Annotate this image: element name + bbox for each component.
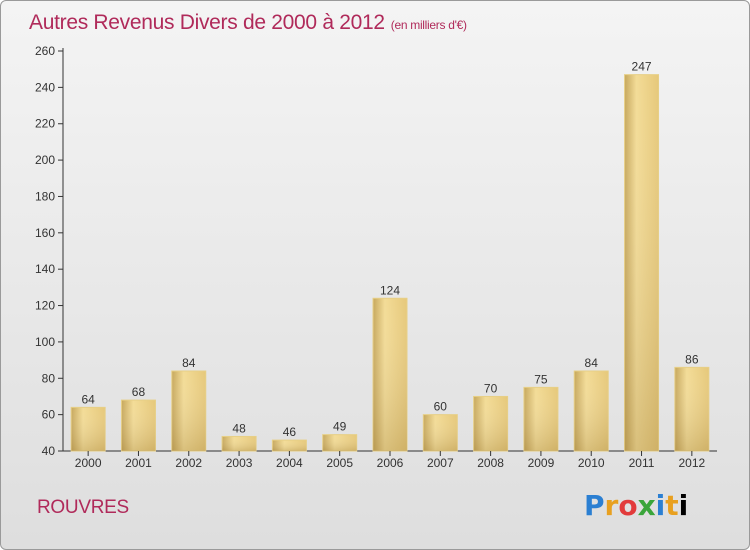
bar-shade bbox=[322, 434, 357, 451]
bar-shade bbox=[222, 436, 257, 451]
bar-shade bbox=[574, 371, 609, 451]
x-tick-label: 2011 bbox=[629, 456, 655, 470]
y-tick-label: 40 bbox=[42, 444, 56, 458]
bar-shade bbox=[373, 298, 407, 451]
city-name: ROUVRES bbox=[37, 497, 129, 518]
bar-shade bbox=[674, 367, 709, 451]
x-tick-label: 2004 bbox=[276, 456, 303, 470]
x-tick-label: 2002 bbox=[175, 456, 202, 470]
y-tick-label: 260 bbox=[35, 44, 55, 58]
x-tick-label: 2005 bbox=[326, 456, 353, 470]
bar-shade bbox=[523, 387, 558, 451]
bar-shade bbox=[473, 396, 508, 451]
x-tick-label: 2000 bbox=[75, 456, 102, 470]
y-tick-label: 160 bbox=[35, 226, 55, 240]
x-tick-label: 2009 bbox=[528, 456, 555, 470]
data-label: 48 bbox=[232, 421, 246, 435]
y-tick-label: 220 bbox=[35, 117, 55, 131]
x-tick-label: 2008 bbox=[477, 456, 504, 470]
title-text: Autres Revenus Divers de 2000 à 2012 bbox=[29, 11, 385, 34]
x-tick-label: 2012 bbox=[678, 456, 705, 470]
data-label: 84 bbox=[585, 356, 599, 370]
data-label: 46 bbox=[283, 425, 297, 439]
x-tick-label: 2003 bbox=[226, 456, 253, 470]
y-tick-label: 100 bbox=[35, 335, 55, 349]
data-label: 68 bbox=[132, 385, 146, 399]
bar-shade bbox=[171, 371, 206, 451]
y-tick-label: 80 bbox=[42, 371, 56, 385]
y-tick-label: 140 bbox=[35, 262, 55, 276]
proxiti-logo: Proxiti bbox=[584, 489, 689, 522]
x-tick-label: 2010 bbox=[578, 456, 605, 470]
y-tick-label: 200 bbox=[35, 153, 55, 167]
y-tick-label: 120 bbox=[35, 299, 55, 313]
data-label: 64 bbox=[81, 392, 95, 406]
x-tick-label: 2007 bbox=[427, 456, 454, 470]
x-tick-label: 2001 bbox=[125, 456, 152, 470]
data-label: 70 bbox=[484, 381, 498, 395]
y-tick-label: 240 bbox=[35, 80, 55, 94]
data-label: 60 bbox=[434, 400, 448, 414]
y-tick-label: 180 bbox=[35, 189, 55, 203]
chart-title: Autres Revenus Divers de 2000 à 2012 (en … bbox=[29, 11, 467, 35]
data-label: 247 bbox=[632, 60, 652, 74]
y-tick-label: 60 bbox=[42, 408, 56, 422]
x-tick-label: 2006 bbox=[377, 456, 404, 470]
data-label: 86 bbox=[685, 352, 699, 366]
data-label: 84 bbox=[182, 356, 196, 370]
bar-shade bbox=[624, 74, 659, 452]
bar-shade bbox=[272, 440, 307, 451]
bar-shade bbox=[121, 400, 156, 451]
data-label: 124 bbox=[380, 283, 400, 297]
bar-shade bbox=[71, 407, 106, 451]
data-label: 75 bbox=[534, 372, 548, 386]
bar-shade bbox=[423, 414, 458, 451]
data-label: 49 bbox=[333, 420, 347, 434]
unit-label: (en milliers d'€) bbox=[390, 18, 467, 32]
